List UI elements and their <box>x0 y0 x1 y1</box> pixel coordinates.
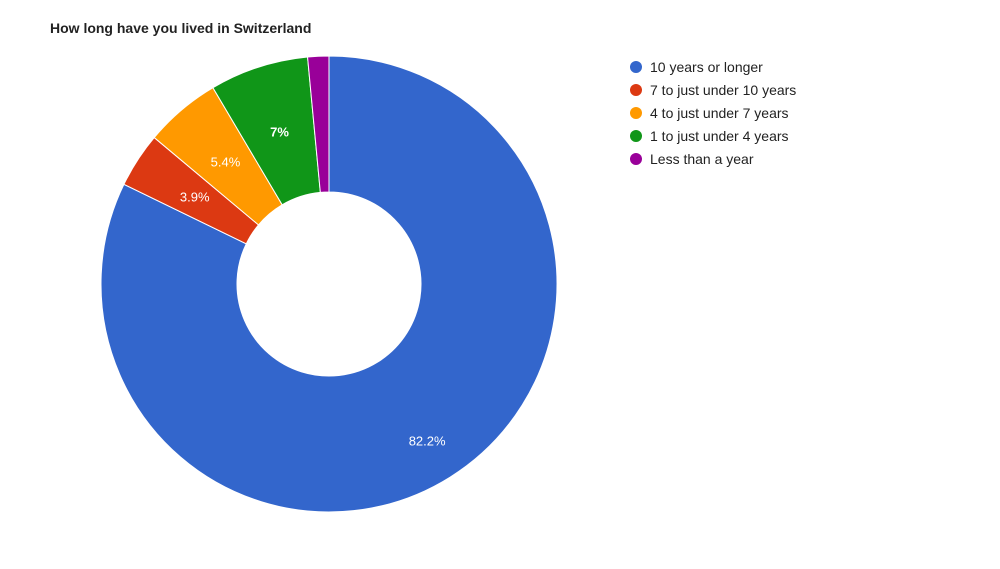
donut-slice-0[interactable] <box>100 55 558 513</box>
legend-label: 7 to just under 10 years <box>650 81 797 98</box>
legend-dot-icon <box>630 152 642 165</box>
legend-label: 1 to just under 4 years <box>650 127 789 144</box>
legend-item-1[interactable]: 7 to just under 10 years <box>630 78 796 101</box>
legend-label: 10 years or longer <box>650 58 763 75</box>
legend-item-2[interactable]: 4 to just under 7 years <box>630 101 796 124</box>
slice-label-1: 3.9% <box>180 189 210 204</box>
legend-dot-icon <box>630 83 642 96</box>
legend-item-3[interactable]: 1 to just under 4 years <box>630 124 796 147</box>
slice-label-3: 7% <box>270 124 289 139</box>
chart-legend: 10 years or longer 7 to just under 10 yea… <box>630 55 796 170</box>
legend-label: 4 to just under 7 years <box>650 104 789 121</box>
legend-item-0[interactable]: 10 years or longer <box>630 55 796 78</box>
legend-dot-icon <box>630 106 642 119</box>
legend-dot-icon <box>630 60 642 73</box>
chart-title: How long have you lived in Switzerland <box>50 20 312 36</box>
legend-item-4[interactable]: Less than a year <box>630 147 796 170</box>
donut-slice-4[interactable] <box>306 55 330 193</box>
slice-label-2: 5.4% <box>211 155 241 170</box>
slice-label-0: 82.2% <box>409 433 446 448</box>
donut-chart: 82.2% 3.9% 5.4% 7% <box>100 55 558 513</box>
legend-label: Less than a year <box>650 150 754 167</box>
legend-dot-icon <box>630 129 642 142</box>
